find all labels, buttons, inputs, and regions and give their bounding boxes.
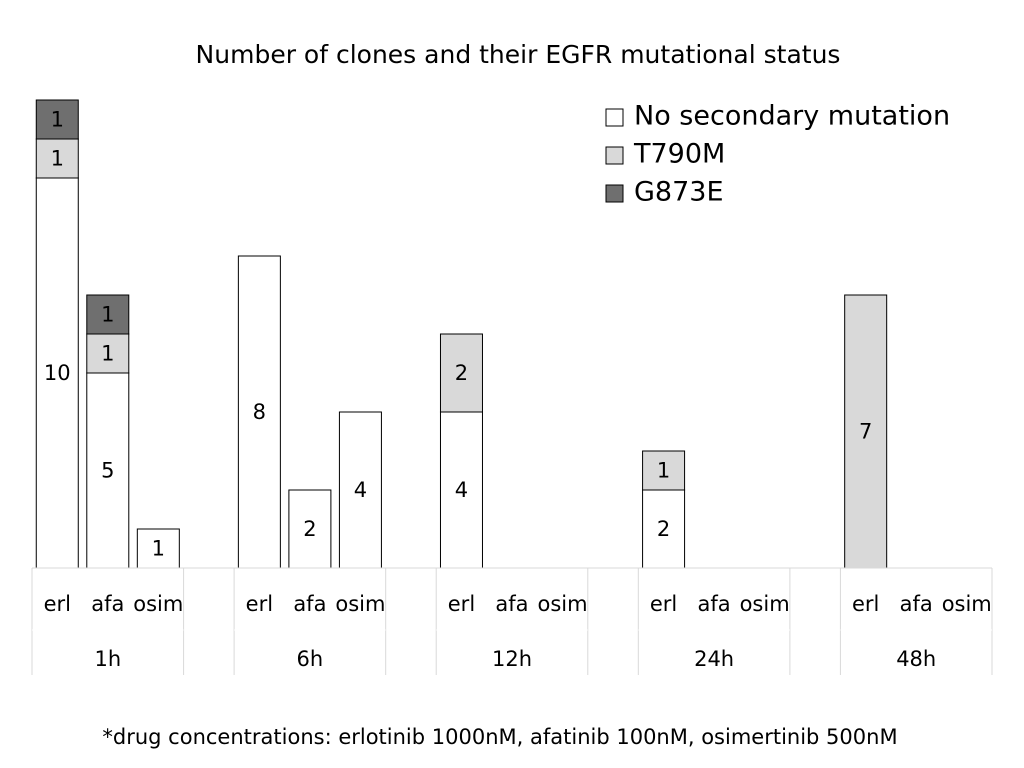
legend-swatch — [605, 146, 624, 165]
bar-segment — [844, 294, 888, 569]
bar-segment — [86, 372, 130, 569]
x-tick-label: erl — [852, 592, 879, 616]
x-tick-label: afa — [495, 592, 528, 616]
legend-label: T790M — [633, 139, 725, 170]
chart-title: Number of clones and their EGFR mutation… — [196, 40, 841, 69]
data-label: 1 — [51, 108, 64, 132]
bar-segment — [237, 255, 281, 569]
bar-segment — [35, 177, 79, 569]
x-tick-label: osim — [335, 592, 385, 616]
x-tick-label: osim — [133, 592, 183, 616]
bar-segment — [338, 411, 382, 569]
x-tick-label: afa — [698, 592, 731, 616]
data-label: 1 — [101, 342, 114, 366]
data-label: 2 — [455, 361, 468, 385]
data-label: 5 — [101, 459, 114, 483]
data-label: 4 — [455, 478, 468, 502]
x-tick-label: afa — [293, 592, 326, 616]
group-label: 1h — [94, 647, 121, 671]
x-tick-label: afa — [900, 592, 933, 616]
x-tick-label: afa — [91, 592, 124, 616]
data-label: 1 — [51, 147, 64, 171]
data-label: 1 — [152, 537, 165, 561]
x-tick-label: osim — [740, 592, 790, 616]
group-label: 12h — [492, 647, 532, 671]
bar-segment — [439, 411, 483, 569]
legend-swatch — [605, 108, 624, 127]
x-tick-label: erl — [246, 592, 273, 616]
data-label: 4 — [354, 478, 367, 502]
x-tick-label: erl — [44, 592, 71, 616]
x-tick-label: erl — [650, 592, 677, 616]
data-label: 8 — [253, 400, 266, 424]
x-tick-label: erl — [448, 592, 475, 616]
bar-segment — [86, 294, 130, 335]
group-label: 24h — [694, 647, 734, 671]
group-label: 6h — [297, 647, 324, 671]
data-label: 10 — [44, 361, 71, 385]
legend-swatch — [605, 184, 624, 203]
x-tick-label: osim — [942, 592, 992, 616]
bar-segment — [35, 138, 79, 179]
bar-segment — [439, 333, 483, 413]
group-label: 48h — [896, 647, 936, 671]
bar-segment — [35, 99, 79, 140]
data-label: 1 — [657, 459, 670, 483]
legend-label: G873E — [634, 177, 724, 208]
legend-label: No secondary mutation — [634, 101, 950, 132]
bar-segment — [642, 450, 686, 491]
data-label: 2 — [657, 517, 670, 541]
data-label: 1 — [101, 303, 114, 327]
bar-segment — [86, 333, 130, 374]
data-label: 2 — [303, 517, 316, 541]
data-label: 7 — [859, 420, 872, 444]
x-tick-label: osim — [537, 592, 587, 616]
footnote: *drug concentrations: erlotinib 1000nM, … — [102, 725, 897, 749]
